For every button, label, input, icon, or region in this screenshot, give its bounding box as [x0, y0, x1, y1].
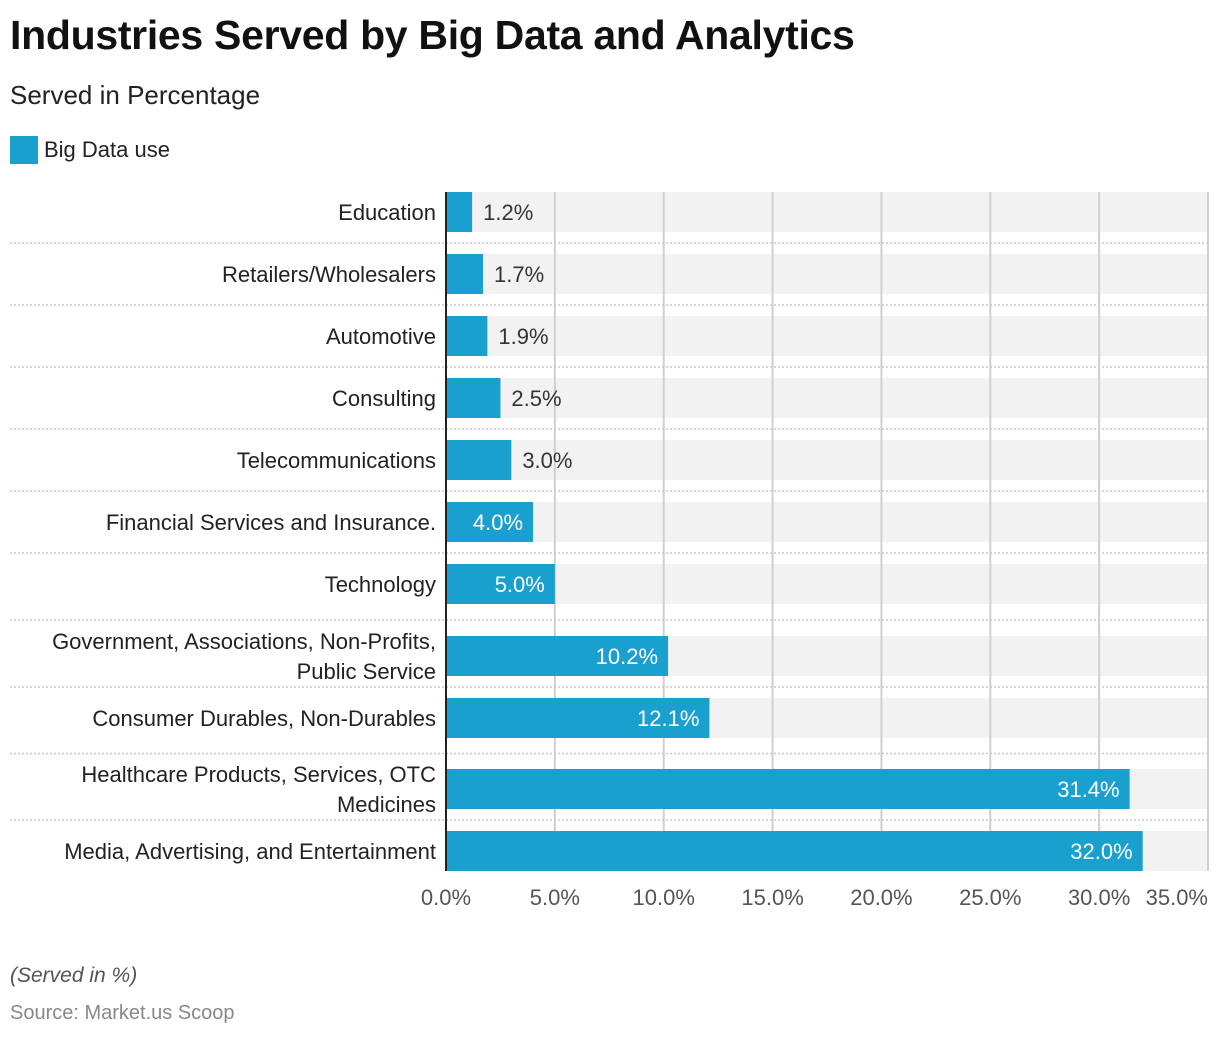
- chart-source: Source: Market.us Scoop: [10, 1002, 235, 1024]
- x-tick-label: 0.0%: [421, 885, 471, 910]
- bar-track: [446, 564, 1208, 604]
- bar-track: [446, 316, 1208, 356]
- category-label: Consulting: [332, 386, 436, 411]
- category-label: Technology: [325, 572, 436, 597]
- bar: [446, 316, 488, 356]
- category-label: Financial Services and Insurance.: [106, 510, 436, 535]
- data-label: 5.0%: [495, 572, 545, 597]
- x-tick-label: 30.0%: [1068, 885, 1130, 910]
- bar: [446, 502, 534, 542]
- bar: [446, 636, 669, 676]
- category-label: Retailers/Wholesalers: [222, 262, 436, 287]
- category-label: Public Service: [297, 659, 436, 684]
- bar-track: [446, 378, 1208, 418]
- x-tick-label: 20.0%: [850, 885, 912, 910]
- bar: [446, 192, 473, 232]
- bar: [446, 440, 512, 480]
- data-label: 3.0%: [522, 448, 572, 473]
- x-tick-label: 10.0%: [633, 885, 695, 910]
- data-label: 32.0%: [1070, 839, 1132, 864]
- data-label: 2.5%: [511, 386, 561, 411]
- data-label: 10.2%: [596, 644, 658, 669]
- data-label: 12.1%: [637, 706, 699, 731]
- data-label: 1.7%: [494, 262, 544, 287]
- category-label: Telecommunications: [237, 448, 436, 473]
- category-label: Automotive: [326, 324, 436, 349]
- x-tick-label: 35.0%: [1146, 885, 1208, 910]
- bar: [446, 564, 555, 604]
- bar-track: [446, 192, 1208, 232]
- x-tick-label: 25.0%: [959, 885, 1021, 910]
- bar-chart: 1.2% Education 1.7% Retailers/Wholesalers 1.…: [10, 192, 1209, 910]
- bar: [446, 254, 484, 294]
- category-label: Healthcare Products, Services, OTC: [81, 762, 436, 787]
- legend: Big Data use: [10, 136, 170, 164]
- category-label: Education: [338, 200, 436, 225]
- bar-track: [446, 254, 1208, 294]
- chart-subtitle: Served in Percentage: [10, 80, 261, 110]
- bar-track: [446, 502, 1208, 542]
- category-label: Media, Advertising, and Entertainment: [64, 839, 436, 864]
- bar: [446, 698, 710, 738]
- chart-title: Industries Served by Big Data and Analyt…: [10, 12, 855, 58]
- legend-swatch: [10, 136, 38, 164]
- chart-note: (Served in %): [10, 964, 138, 987]
- data-label: 31.4%: [1057, 777, 1119, 802]
- bar-track: [446, 440, 1208, 480]
- legend-label: Big Data use: [44, 137, 170, 162]
- bar: [446, 831, 1143, 871]
- bar: [446, 378, 501, 418]
- x-tick-label: 15.0%: [741, 885, 803, 910]
- bar: [446, 769, 1130, 809]
- category-label: Government, Associations, Non-Profits,: [52, 629, 436, 654]
- category-label: Consumer Durables, Non-Durables: [92, 706, 436, 731]
- data-label: 4.0%: [473, 510, 523, 535]
- data-label: 1.2%: [483, 200, 533, 225]
- x-tick-label: 5.0%: [530, 885, 580, 910]
- category-label: Medicines: [337, 792, 436, 817]
- data-label: 1.9%: [498, 324, 548, 349]
